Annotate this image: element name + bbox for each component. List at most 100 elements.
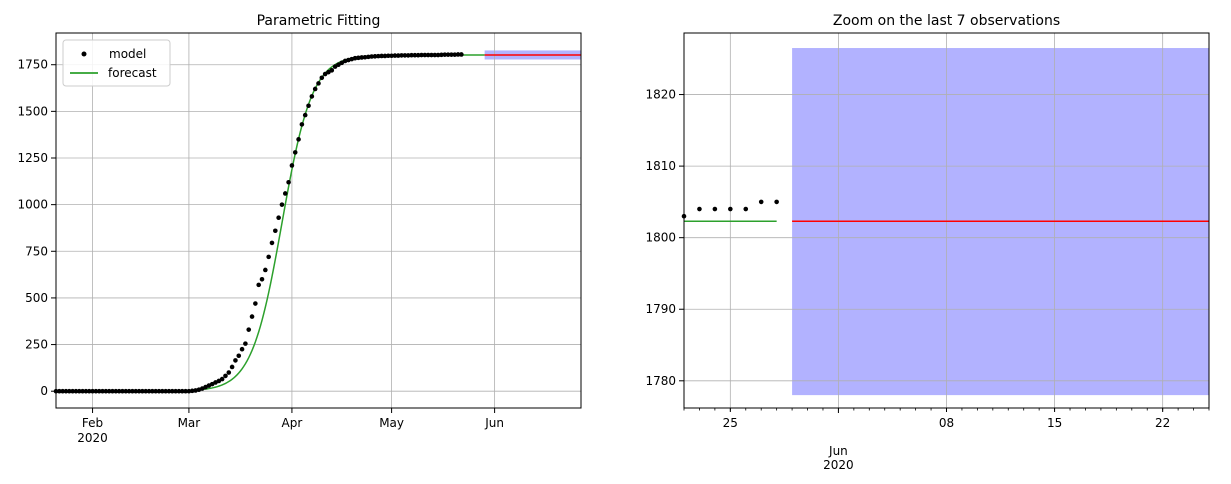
model-point: [279, 202, 285, 207]
model-point: [140, 388, 145, 394]
model-point: [276, 215, 281, 221]
model-point: [83, 388, 89, 394]
model-point: [302, 112, 308, 118]
grid: [56, 33, 581, 408]
model-point: [126, 388, 132, 394]
model-point: [243, 341, 248, 346]
y-tick-label: 1800: [645, 231, 676, 245]
model-point: [219, 376, 225, 382]
model-point: [366, 54, 371, 60]
y-axis-ticks: 1780 1790 1800 1810 1820: [645, 88, 684, 388]
model-point: [73, 388, 79, 394]
model-point: [422, 52, 428, 58]
model-point: [80, 388, 85, 394]
model-point: [306, 103, 311, 109]
model-point: [76, 388, 82, 394]
model-point: [425, 52, 431, 58]
model-points: [681, 199, 779, 219]
model-point: [66, 388, 72, 394]
y-axis-ticks: 0 250 500 750 1000 1250 1500 1750: [17, 58, 56, 398]
model-point: [395, 53, 401, 58]
model-point: [455, 52, 461, 57]
model-point: [226, 370, 232, 375]
model-point: [376, 53, 381, 59]
model-point: [312, 86, 318, 92]
model-point: [419, 52, 424, 58]
model-point: [100, 388, 105, 394]
model-point: [256, 282, 261, 288]
model-point: [385, 53, 391, 59]
model-point: [246, 327, 252, 332]
y-tick-label: 1790: [645, 302, 676, 316]
model-point: [239, 346, 245, 352]
model-point: [110, 388, 115, 394]
model-point: [229, 364, 235, 370]
axes: [55, 32, 582, 409]
model-point: [399, 53, 404, 58]
model-point: [146, 388, 152, 394]
chart-title: Parametric Fitting: [257, 13, 381, 29]
x-tick-label: Mar: [178, 416, 201, 430]
model-point: [405, 53, 411, 58]
model-point: [356, 55, 361, 61]
model-point: [60, 388, 65, 394]
model-point: [289, 163, 295, 168]
model-point: [382, 53, 388, 59]
model-point: [352, 55, 358, 61]
model-point: [758, 199, 764, 205]
model-point: [743, 206, 749, 212]
model-point: [153, 388, 158, 394]
model-point: [712, 206, 718, 212]
model-point: [459, 52, 464, 57]
x-tick-label: Feb: [82, 416, 103, 430]
model-point: [160, 388, 165, 394]
model-point: [253, 301, 258, 306]
model-point: [136, 388, 142, 394]
model-point: [186, 388, 192, 394]
model-point: [435, 52, 441, 58]
model-point: [299, 122, 305, 127]
model-point: [130, 388, 135, 394]
model-point: [86, 388, 92, 394]
x-tick-label: 15: [1047, 416, 1062, 430]
model-point: [96, 388, 102, 394]
model-point: [183, 388, 188, 394]
model-point: [143, 388, 149, 394]
model-points: [53, 52, 464, 394]
model-point: [292, 150, 298, 155]
y-tick-label: 1500: [17, 104, 48, 118]
model-point: [774, 199, 779, 205]
legend-label-forecast: forecast: [108, 66, 157, 80]
model-point: [442, 52, 448, 57]
x-tick-sublabel: 2020: [823, 458, 854, 472]
model-point: [319, 75, 325, 81]
model-point: [120, 388, 125, 394]
model-point: [163, 388, 168, 394]
model-point: [266, 254, 271, 260]
x-tick-label: 22: [1155, 416, 1170, 430]
y-tick-label: 1820: [645, 88, 676, 102]
model-point: [70, 388, 75, 394]
model-point: [150, 388, 155, 394]
model-point: [728, 206, 733, 212]
model-point: [166, 388, 172, 394]
model-point: [389, 53, 394, 59]
y-tick-label: 750: [25, 244, 48, 258]
model-point: [359, 55, 364, 60]
model-point: [173, 388, 178, 394]
model-point: [57, 388, 62, 394]
model-point: [409, 52, 414, 58]
model-point: [133, 388, 139, 394]
y-tick-label: 250: [25, 338, 48, 352]
model-point: [309, 94, 315, 99]
x-tick-sublabel: 2020: [77, 431, 108, 445]
model-point: [316, 81, 321, 86]
model-point: [189, 388, 195, 394]
y-tick-label: 1810: [645, 159, 676, 173]
y-tick-label: 1780: [645, 374, 676, 388]
model-point: [452, 52, 458, 57]
